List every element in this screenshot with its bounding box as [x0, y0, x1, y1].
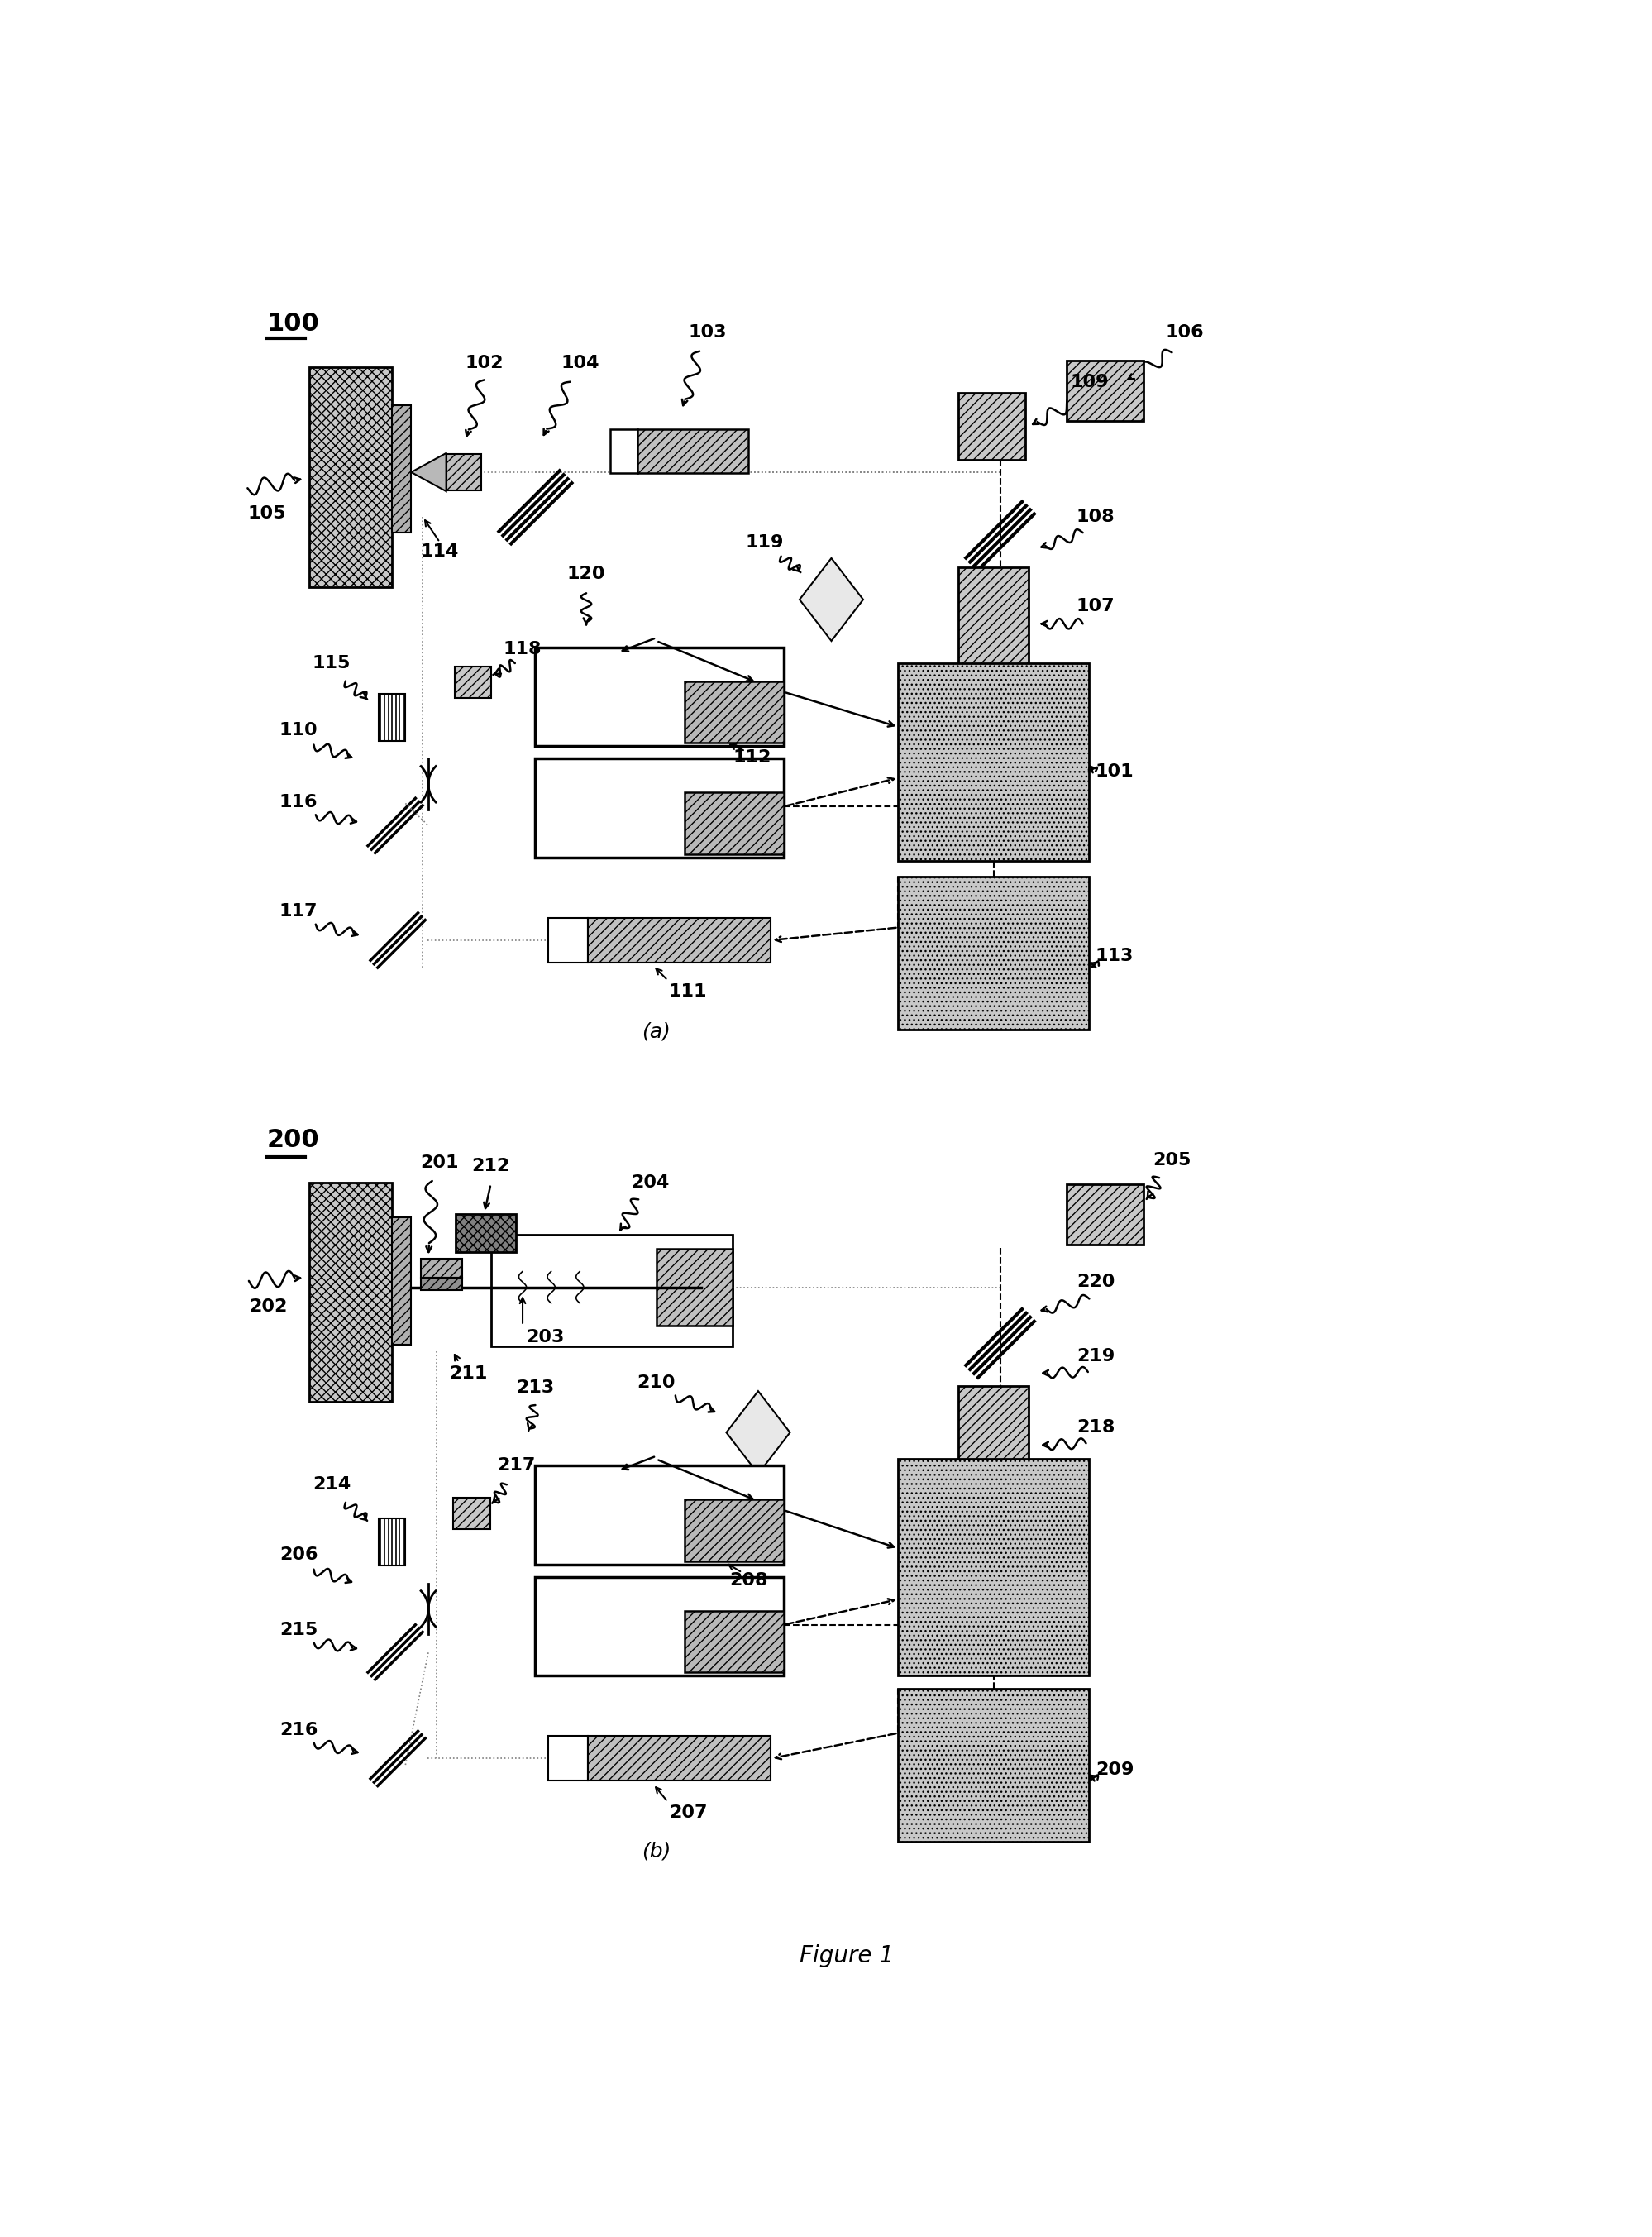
Text: 212: 212 — [471, 1159, 510, 1174]
Bar — [392, 1217, 411, 1344]
Text: 202: 202 — [249, 1297, 287, 1315]
Text: 102: 102 — [466, 353, 504, 371]
Text: 206: 206 — [279, 1546, 317, 1564]
Bar — [446, 454, 481, 490]
Text: (b): (b) — [641, 1841, 671, 1861]
Text: 115: 115 — [312, 655, 350, 671]
Bar — [958, 394, 1026, 459]
Text: Figure 1: Figure 1 — [800, 1944, 894, 1969]
Bar — [491, 1235, 733, 1347]
Bar — [656, 1248, 733, 1327]
Bar — [456, 1215, 515, 1253]
Text: 216: 216 — [279, 1722, 317, 1738]
Text: 211: 211 — [449, 1365, 487, 1382]
Bar — [548, 917, 588, 962]
Bar — [971, 676, 1016, 698]
Bar — [899, 1459, 1089, 1676]
Text: 209: 209 — [1095, 1763, 1133, 1778]
Bar — [1067, 360, 1143, 421]
Bar — [958, 1387, 1029, 1497]
Text: 214: 214 — [312, 1476, 350, 1492]
Text: 106: 106 — [1165, 324, 1204, 340]
Bar — [548, 1736, 588, 1781]
Text: 109: 109 — [1070, 374, 1108, 389]
Bar — [588, 1736, 771, 1781]
Bar — [899, 877, 1089, 1029]
Bar — [535, 646, 783, 745]
Bar — [638, 430, 748, 472]
Bar — [611, 430, 638, 472]
Text: 105: 105 — [248, 506, 286, 521]
Text: 110: 110 — [279, 723, 317, 738]
Text: 111: 111 — [669, 982, 707, 1000]
Text: 114: 114 — [421, 544, 459, 559]
Bar — [453, 1497, 491, 1530]
Text: 112: 112 — [732, 749, 771, 765]
Text: 113: 113 — [1095, 948, 1133, 964]
Text: 117: 117 — [279, 904, 317, 919]
Text: 119: 119 — [745, 535, 783, 550]
Bar — [899, 662, 1089, 861]
Bar — [309, 367, 392, 586]
Text: 205: 205 — [1153, 1152, 1191, 1168]
Bar — [309, 1181, 392, 1403]
Text: 107: 107 — [1077, 597, 1115, 615]
Bar — [588, 917, 771, 962]
Bar — [535, 1465, 783, 1564]
Text: 215: 215 — [279, 1622, 317, 1637]
Text: 208: 208 — [730, 1573, 768, 1588]
Text: 120: 120 — [567, 566, 606, 582]
Text: 101: 101 — [1095, 763, 1133, 781]
Text: 217: 217 — [497, 1456, 535, 1474]
Text: 104: 104 — [560, 353, 600, 371]
Polygon shape — [800, 559, 864, 642]
Bar — [421, 1259, 463, 1277]
Text: (a): (a) — [643, 1022, 671, 1040]
Bar — [686, 1499, 783, 1561]
Bar — [392, 405, 411, 532]
Text: 219: 219 — [1077, 1347, 1115, 1365]
Text: 116: 116 — [279, 794, 317, 810]
Bar — [535, 758, 783, 857]
Text: 213: 213 — [515, 1380, 555, 1396]
Bar — [958, 568, 1029, 676]
Bar — [378, 693, 405, 740]
Text: 203: 203 — [525, 1329, 563, 1344]
Bar — [454, 667, 491, 698]
Polygon shape — [727, 1391, 790, 1474]
Text: 207: 207 — [669, 1805, 707, 1821]
Bar — [1067, 1183, 1143, 1244]
Text: 220: 220 — [1077, 1273, 1115, 1291]
Text: 118: 118 — [504, 642, 542, 658]
Bar — [899, 1689, 1089, 1841]
Text: 201: 201 — [421, 1154, 459, 1172]
Bar — [686, 1611, 783, 1673]
Bar — [686, 680, 783, 743]
Bar — [535, 1577, 783, 1676]
Text: 200: 200 — [266, 1127, 319, 1152]
Text: 204: 204 — [631, 1174, 669, 1190]
Bar — [971, 1497, 1016, 1519]
Text: 108: 108 — [1077, 508, 1115, 526]
Text: 218: 218 — [1077, 1418, 1115, 1436]
Polygon shape — [411, 454, 446, 492]
Bar — [686, 792, 783, 855]
Bar — [421, 1277, 463, 1291]
Text: 210: 210 — [638, 1374, 676, 1391]
Text: 103: 103 — [687, 324, 727, 340]
Text: 100: 100 — [266, 311, 319, 336]
Bar — [378, 1519, 405, 1566]
